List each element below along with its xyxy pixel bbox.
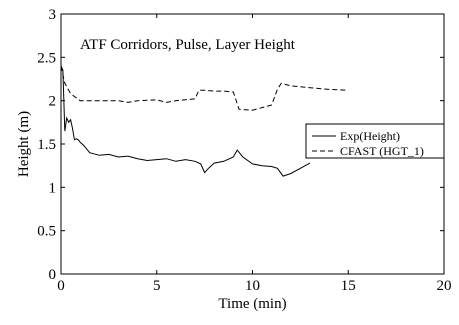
- y-tick-label: 1.5: [37, 137, 56, 153]
- x-tick-label: 20: [437, 278, 452, 294]
- y-tick-label: 0: [49, 267, 57, 283]
- y-tick-label: 3: [49, 7, 57, 23]
- legend-label-exp: Exp(Height): [340, 129, 400, 143]
- x-tick-label: 15: [341, 278, 356, 294]
- legend-label-cfast: CFAST (HGT_1): [340, 144, 424, 158]
- x-tick-label: 10: [245, 278, 260, 294]
- series-cfast-hgt: [60, 65, 349, 111]
- legend-box: [305, 123, 445, 159]
- y-tick-label: 2.5: [37, 50, 56, 66]
- y-tick-label: 1: [49, 180, 57, 196]
- y-tick-label: 0.5: [37, 224, 56, 240]
- legend: Exp(Height) CFAST (HGT_1): [305, 123, 445, 159]
- x-tick-label: 0: [57, 278, 65, 294]
- y-axis-label: Height (m): [16, 111, 32, 177]
- y-tick-label: 2: [49, 94, 57, 110]
- axis-ticks: 0 5 10 15 20 0 0.5 1 1.5 2 2.5 3: [37, 7, 451, 294]
- x-tick-label: 5: [153, 278, 161, 294]
- series-layer: [60, 65, 349, 177]
- series-exp-height: [60, 65, 311, 177]
- chart-annotation: ATF Corridors, Pulse, Layer Height: [80, 37, 296, 53]
- x-axis-label: Time (min): [218, 296, 286, 312]
